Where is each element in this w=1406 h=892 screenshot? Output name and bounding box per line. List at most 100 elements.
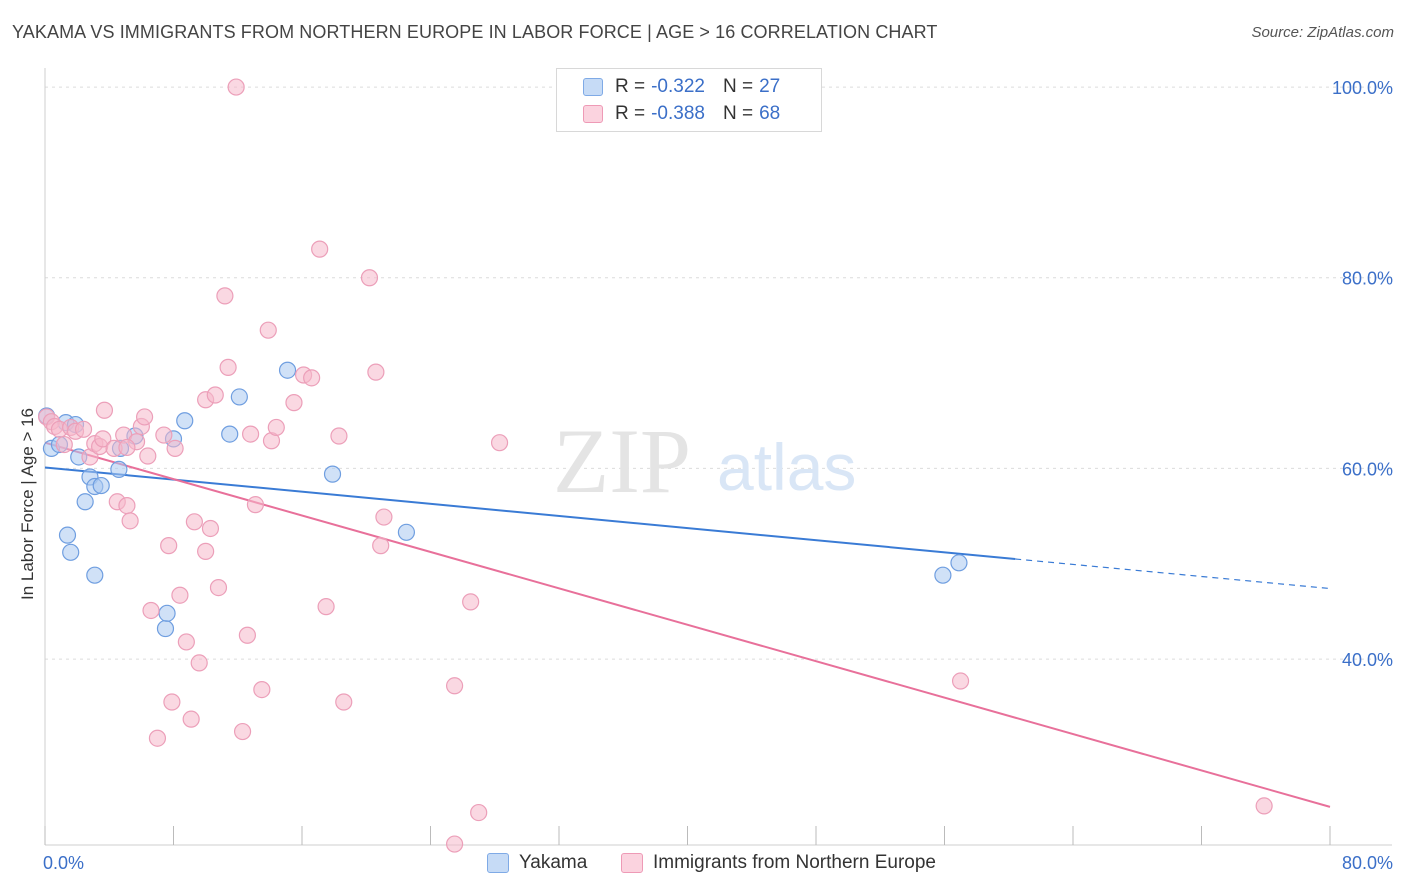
legend-swatch-blue	[487, 853, 509, 873]
immigrants-point	[182, 710, 200, 728]
immigrants-point	[445, 677, 464, 695]
yakama-trend-line	[44, 466, 1016, 560]
immigrants-point	[311, 240, 329, 258]
immigrants-point	[233, 722, 252, 741]
immigrants-point	[55, 435, 73, 454]
legend-n-label: N =	[722, 76, 754, 97]
yakama-point	[221, 425, 239, 443]
legend-n-value: 68	[759, 103, 781, 124]
immigrants-point	[121, 512, 139, 530]
yakama-point	[397, 523, 416, 541]
y-tick-label: 60.0%	[1342, 459, 1393, 479]
axes	[44, 68, 1392, 846]
yakama-point	[176, 412, 194, 430]
immigrants-point	[219, 358, 237, 376]
chart-title: YAKAMA VS IMMIGRANTS FROM NORTHERN EUROP…	[12, 22, 938, 42]
legend-label-yakama: Yakama	[519, 852, 588, 873]
immigrants-point	[201, 519, 220, 538]
immigrants-point	[445, 835, 464, 853]
watermark-atlas: atlas	[717, 430, 856, 504]
legend-n-value: 27	[759, 76, 781, 97]
legend-label-immigrants: Immigrants from Northern Europe	[653, 852, 936, 873]
y-tick-label: 40.0%	[1342, 650, 1393, 670]
immigrants-point	[74, 420, 93, 438]
yakama-point	[278, 361, 297, 379]
immigrants-point	[242, 425, 260, 443]
immigrants-point	[372, 537, 390, 555]
immigrants-point	[317, 598, 335, 616]
immigrants-point	[227, 78, 245, 96]
immigrants-point	[360, 269, 379, 287]
immigrants-point	[206, 386, 224, 404]
legend-swatch-pink	[583, 105, 603, 123]
yakama-point	[92, 476, 110, 495]
immigrants-point	[155, 426, 173, 444]
immigrants-point	[253, 680, 271, 699]
immigrants-point	[185, 513, 203, 531]
immigrants-point	[462, 593, 480, 611]
immigrants-point	[330, 427, 348, 445]
immigrants-point	[267, 418, 285, 437]
immigrants-point	[259, 321, 277, 339]
legend-r-value: -0.322	[651, 76, 705, 97]
immigrants-point	[171, 586, 189, 604]
yakama-point	[86, 566, 104, 584]
yakama-point	[323, 465, 342, 483]
immigrants-point	[216, 287, 234, 305]
immigrants-point	[94, 430, 112, 448]
legend-r-label: R =	[615, 103, 646, 124]
immigrants-point	[166, 439, 184, 457]
data-points	[38, 78, 1273, 853]
legend-row-yakama: R = -0.322 N = 27	[583, 75, 780, 99]
immigrants-point	[163, 693, 181, 711]
immigrants-point	[246, 496, 265, 514]
immigrants-point	[197, 542, 215, 560]
legend-swatch-blue	[583, 78, 603, 96]
yakama-point	[62, 543, 80, 561]
yakama-point	[934, 566, 952, 584]
stats-legend: R = -0.322 N = 27 R = -0.388 N = 68	[556, 68, 822, 132]
immigrants-point	[118, 438, 136, 457]
immigrants-point	[1255, 797, 1273, 815]
immigrants-point	[177, 633, 195, 651]
immigrants-point	[142, 601, 160, 620]
legend-r-label: R =	[615, 76, 646, 97]
immigrants-point	[209, 578, 228, 597]
immigrants-point	[118, 496, 136, 515]
immigrants-point	[470, 803, 488, 822]
yakama-point	[158, 604, 176, 622]
y-tick-label: 100.0%	[1332, 78, 1393, 98]
immigrants-point	[367, 363, 385, 381]
legend-swatch-pink	[621, 853, 643, 873]
immigrants-point	[490, 434, 509, 452]
tick-labels: 40.0% 60.0% 80.0% 100.0% 0.0% 80.0%	[43, 78, 1393, 873]
immigrants-point	[303, 369, 321, 387]
immigrants-point	[190, 654, 208, 672]
immigrants-point	[375, 508, 393, 526]
yakama-point	[230, 388, 248, 406]
legend-item-immigrants: Immigrants from Northern Europe	[621, 852, 936, 874]
immigrants-point	[238, 626, 256, 644]
legend-item-yakama: Yakama	[487, 852, 587, 874]
immigrants-point	[139, 447, 157, 465]
yakama-point	[156, 619, 175, 638]
immigrants-point	[148, 729, 167, 747]
legend-row-immigrants: R = -0.388 N = 68	[583, 102, 780, 126]
watermark-zip: ZIP	[553, 410, 691, 512]
legend-n-label: N =	[722, 103, 754, 124]
immigrants-point	[335, 693, 353, 711]
watermark: ZIP atlas	[553, 410, 856, 512]
yakama-point	[950, 554, 968, 572]
yakama-point	[58, 526, 77, 544]
immigrants-point	[160, 537, 178, 555]
y-axis-title: In Labor Force | Age > 16	[18, 407, 37, 600]
bottom-legend: Yakama Immigrants from Northern Europe	[0, 852, 1406, 878]
immigrants-point	[135, 408, 154, 426]
immigrants-point	[285, 394, 303, 412]
x-tick-label: 80.0%	[1342, 853, 1393, 873]
yakama-point	[110, 460, 128, 478]
yakama-point	[76, 493, 94, 511]
source-label: Source: ZipAtlas.com	[1251, 24, 1394, 41]
x-tick-label: 0.0%	[43, 853, 84, 873]
